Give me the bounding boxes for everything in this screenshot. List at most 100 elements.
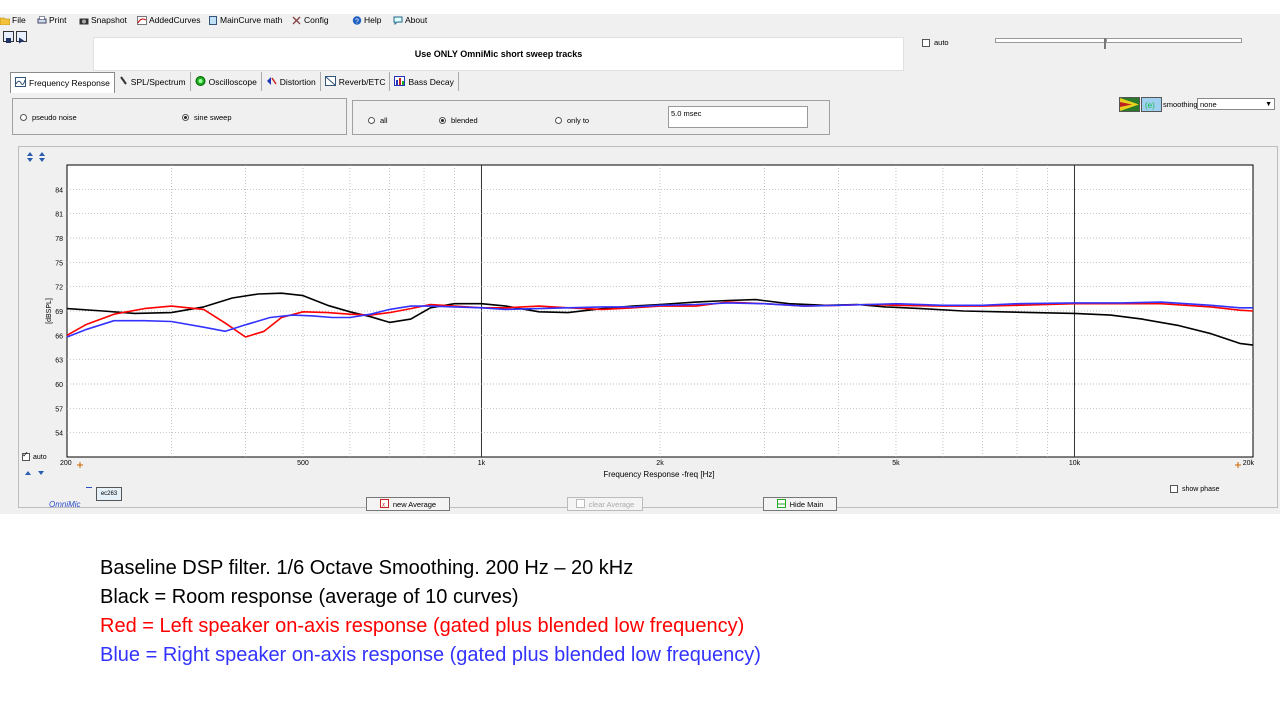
radio-label: sine sweep <box>194 113 232 122</box>
caption-line-4: Blue = Right speaker on-axis response (g… <box>100 644 761 666</box>
auto-toggle[interactable]: auto <box>922 38 949 47</box>
camera-icon <box>79 16 89 25</box>
radio-only-to[interactable] <box>555 117 562 124</box>
frequency-icon <box>15 77 26 89</box>
grid-layer <box>67 165 1253 457</box>
color-picker-button[interactable] <box>1119 97 1140 112</box>
banner-text: Use ONLY OmniMic short sweep tracks <box>414 49 583 59</box>
play-small-button[interactable] <box>3 31 14 43</box>
calculator-icon <box>208 15 217 25</box>
arrow-down-icon[interactable] <box>38 471 44 475</box>
folder-icon <box>0 16 11 25</box>
menu-bar: File Print Snapshot AddedCurves MainCurv… <box>0 14 1280 28</box>
hide-main-button[interactable]: Hide Main <box>763 497 837 511</box>
curve-style-button[interactable]: (e) <box>1141 97 1162 112</box>
show-phase-checkbox[interactable] <box>1170 485 1178 493</box>
new-average-button[interactable]: x new Average <box>366 497 450 511</box>
omnimic-window: File Print Snapshot AddedCurves MainCurv… <box>0 14 1280 514</box>
zoom-top-icons[interactable] <box>27 152 45 162</box>
clear-average-button[interactable]: clear Average <box>567 497 643 511</box>
tab-reverb-etc[interactable]: Reverb/ETC <box>321 72 391 91</box>
clear-icon <box>575 498 585 510</box>
tab-label: Frequency Response <box>29 78 110 88</box>
radio-pseudo-noise[interactable] <box>20 114 27 121</box>
svg-text:x: x <box>381 500 386 508</box>
menu-print[interactable]: Print <box>37 15 66 25</box>
svg-text:(e): (e) <box>1145 101 1155 110</box>
menu-addedcurves[interactable]: AddedCurves <box>137 15 201 25</box>
plot-auto-toggle[interactable]: auto <box>22 450 47 461</box>
tools-icon <box>292 16 301 25</box>
gate-all-option[interactable]: all <box>368 116 388 125</box>
tab-oscilloscope[interactable]: Oscilloscope <box>191 72 262 91</box>
x-range-left-icon[interactable] <box>77 462 83 468</box>
x-range-right-icon[interactable] <box>1235 462 1241 468</box>
radio-label: only to <box>567 116 590 125</box>
zoom-y-icon[interactable] <box>27 152 33 162</box>
sine-sweep-option[interactable]: sine sweep <box>182 113 232 122</box>
button-label: clear Average <box>588 499 635 509</box>
radio-all[interactable] <box>368 117 375 124</box>
average-icon: x <box>379 498 389 510</box>
plot-auto-checkbox[interactable] <box>22 450 30 461</box>
series-line-2 <box>66 301 1254 338</box>
gate-time-field[interactable]: 5.0 msec <box>668 106 808 128</box>
show-phase-toggle[interactable]: show phase <box>1170 485 1219 493</box>
tab-bass-decay[interactable]: Bass Decay <box>390 72 459 91</box>
y-tick-label: 57 <box>55 406 63 413</box>
y-tick-label: 78 <box>55 236 63 243</box>
y-tick-label: 81 <box>55 212 63 219</box>
menu-label: File <box>12 15 26 25</box>
level-slider-right[interactable] <box>1106 38 1242 43</box>
series-line-3 <box>66 301 1253 338</box>
gate-blended-option[interactable]: blended <box>439 116 478 125</box>
button-label: Hide Main <box>789 499 824 509</box>
menu-snapshot[interactable]: Snapshot <box>79 15 127 25</box>
speech-bubble-icon <box>393 16 403 25</box>
menu-help[interactable]: ? Help <box>352 15 381 25</box>
x-tick-labels: 200 500 1k 2k 5k 10k 20k <box>60 460 1254 467</box>
menu-file[interactable]: File <box>0 15 26 25</box>
zoom-y-out-icon[interactable] <box>39 152 45 162</box>
signal-type-group: pseudo noise sine sweep <box>12 98 347 135</box>
x-tick-label: 10k <box>1069 460 1081 467</box>
reverb-icon <box>324 75 336 88</box>
x-tick-label: 500 <box>297 460 309 467</box>
radio-label: pseudo noise <box>32 113 77 122</box>
menu-label: Snapshot <box>91 15 127 25</box>
menu-label: AddedCurves <box>149 15 201 25</box>
device-id-badge[interactable]: ec263 <box>96 487 122 501</box>
y-tick-label: 72 <box>55 285 63 292</box>
y-tick-label: 63 <box>55 358 63 365</box>
help-icon: ? <box>352 15 362 25</box>
pseudo-noise-option[interactable]: pseudo noise <box>20 113 77 122</box>
auto-label: auto <box>934 38 949 47</box>
arrow-up-icon[interactable] <box>25 471 31 475</box>
tab-frequency-response[interactable]: Frequency Response <box>10 72 115 93</box>
x-tick-label: 1k <box>478 460 486 467</box>
auto-checkbox[interactable] <box>922 38 930 47</box>
gate-time-value: 5.0 msec <box>671 109 702 118</box>
radio-sine-sweep[interactable] <box>182 114 189 121</box>
slider-handle[interactable] <box>1104 38 1106 49</box>
radio-label: blended <box>451 116 478 125</box>
menu-label: About <box>405 15 428 25</box>
menu-config[interactable]: Config <box>292 15 329 25</box>
tab-distortion[interactable]: Distortion <box>262 72 321 91</box>
radio-blended[interactable] <box>439 117 446 124</box>
smoothing-select[interactable]: none ▼ <box>1197 98 1275 110</box>
tab-label: SPL/Spectrum <box>130 76 186 87</box>
play-button[interactable] <box>16 31 27 44</box>
gating-group: all blended only to 5.0 msec <box>352 100 830 135</box>
level-slider-left[interactable] <box>995 38 1105 43</box>
gate-only-to-option[interactable]: only to <box>555 116 589 125</box>
y-tick-label: 54 <box>55 431 63 438</box>
menu-maincurve-math[interactable]: MainCurve math <box>208 15 282 25</box>
tab-spl-spectrum[interactable]: SPL/Spectrum <box>115 72 191 91</box>
omnimic-logo: OmniMic <box>49 500 81 509</box>
menu-about[interactable]: About <box>393 15 427 25</box>
plot-auto-label: auto <box>33 453 47 461</box>
bass-decay-icon <box>394 75 406 88</box>
show-phase-label: show phase <box>1182 485 1220 493</box>
